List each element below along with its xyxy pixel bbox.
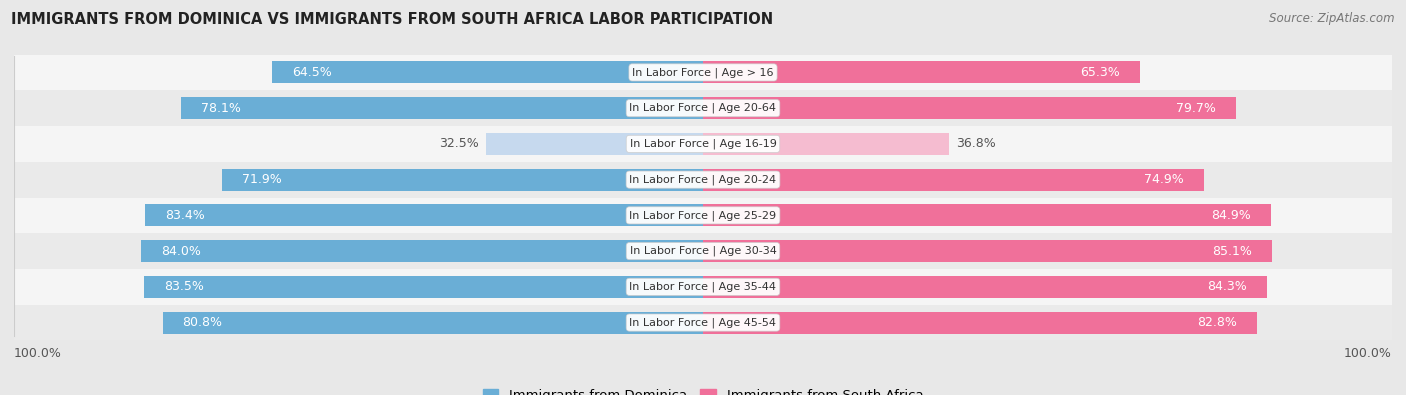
Bar <box>0 305 1406 340</box>
Text: In Labor Force | Age 35-44: In Labor Force | Age 35-44 <box>630 282 776 292</box>
Text: 84.0%: 84.0% <box>162 245 201 258</box>
Bar <box>0 162 1406 198</box>
Text: In Labor Force | Age 20-64: In Labor Force | Age 20-64 <box>630 103 776 113</box>
Bar <box>703 204 1271 226</box>
Text: In Labor Force | Age > 16: In Labor Force | Age > 16 <box>633 67 773 78</box>
Bar <box>180 97 703 119</box>
Bar <box>145 204 703 226</box>
Text: 83.5%: 83.5% <box>165 280 204 293</box>
Text: 82.8%: 82.8% <box>1197 316 1237 329</box>
Text: IMMIGRANTS FROM DOMINICA VS IMMIGRANTS FROM SOUTH AFRICA LABOR PARTICIPATION: IMMIGRANTS FROM DOMINICA VS IMMIGRANTS F… <box>11 12 773 27</box>
Bar <box>271 61 703 83</box>
Bar <box>703 276 1267 298</box>
Bar <box>0 269 1406 305</box>
Text: 84.9%: 84.9% <box>1211 209 1251 222</box>
Text: 84.3%: 84.3% <box>1206 280 1247 293</box>
Text: 80.8%: 80.8% <box>183 316 222 329</box>
Text: 78.1%: 78.1% <box>201 102 240 115</box>
Bar <box>0 198 1406 233</box>
Text: In Labor Force | Age 25-29: In Labor Force | Age 25-29 <box>630 210 776 221</box>
Bar <box>0 233 1406 269</box>
Text: 83.4%: 83.4% <box>166 209 205 222</box>
Bar <box>163 312 703 334</box>
Bar <box>0 90 1406 126</box>
Text: 100.0%: 100.0% <box>1344 347 1392 360</box>
Text: 65.3%: 65.3% <box>1080 66 1119 79</box>
Text: 85.1%: 85.1% <box>1212 245 1253 258</box>
Text: 71.9%: 71.9% <box>242 173 281 186</box>
Text: In Labor Force | Age 30-34: In Labor Force | Age 30-34 <box>630 246 776 256</box>
Text: Source: ZipAtlas.com: Source: ZipAtlas.com <box>1270 12 1395 25</box>
Legend: Immigrants from Dominica, Immigrants from South Africa: Immigrants from Dominica, Immigrants fro… <box>478 384 928 395</box>
Bar <box>0 55 1406 90</box>
Text: In Labor Force | Age 20-24: In Labor Force | Age 20-24 <box>630 174 776 185</box>
Text: In Labor Force | Age 45-54: In Labor Force | Age 45-54 <box>630 317 776 328</box>
Bar <box>703 133 949 155</box>
Bar <box>145 276 703 298</box>
Text: 79.7%: 79.7% <box>1177 102 1216 115</box>
Bar <box>703 240 1272 262</box>
Bar <box>485 133 703 155</box>
Bar <box>703 61 1140 83</box>
Bar <box>703 169 1204 191</box>
Bar <box>703 312 1257 334</box>
Text: 64.5%: 64.5% <box>291 66 332 79</box>
Bar <box>141 240 703 262</box>
Bar <box>222 169 703 191</box>
Text: 36.8%: 36.8% <box>956 137 995 150</box>
Text: 74.9%: 74.9% <box>1144 173 1184 186</box>
Bar <box>0 126 1406 162</box>
Text: 100.0%: 100.0% <box>14 347 62 360</box>
Text: 32.5%: 32.5% <box>439 137 479 150</box>
Text: In Labor Force | Age 16-19: In Labor Force | Age 16-19 <box>630 139 776 149</box>
Bar <box>703 97 1236 119</box>
